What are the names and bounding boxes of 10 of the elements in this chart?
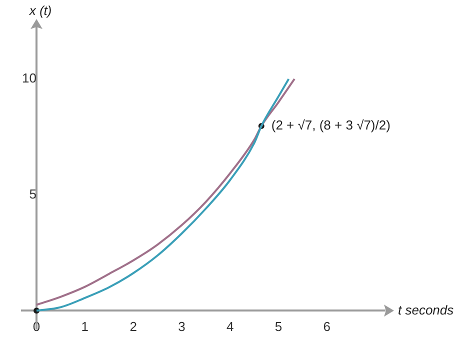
x-tick-label: 5 — [274, 319, 282, 334]
annotation: (2 + √7, (8 + 3 √7)/2) — [271, 118, 390, 133]
x-tick-label: 4 — [226, 319, 234, 334]
x-axis-title: t seconds — [398, 302, 454, 318]
y-tick-label: 10 — [22, 70, 37, 86]
x-tick-label: 2 — [130, 319, 137, 334]
x-tick-label: 3 — [178, 319, 186, 334]
x-tick-label: 1 — [81, 319, 89, 334]
x-tick-label: 6 — [323, 319, 331, 334]
y-axis-title: x (t) — [28, 3, 52, 18]
